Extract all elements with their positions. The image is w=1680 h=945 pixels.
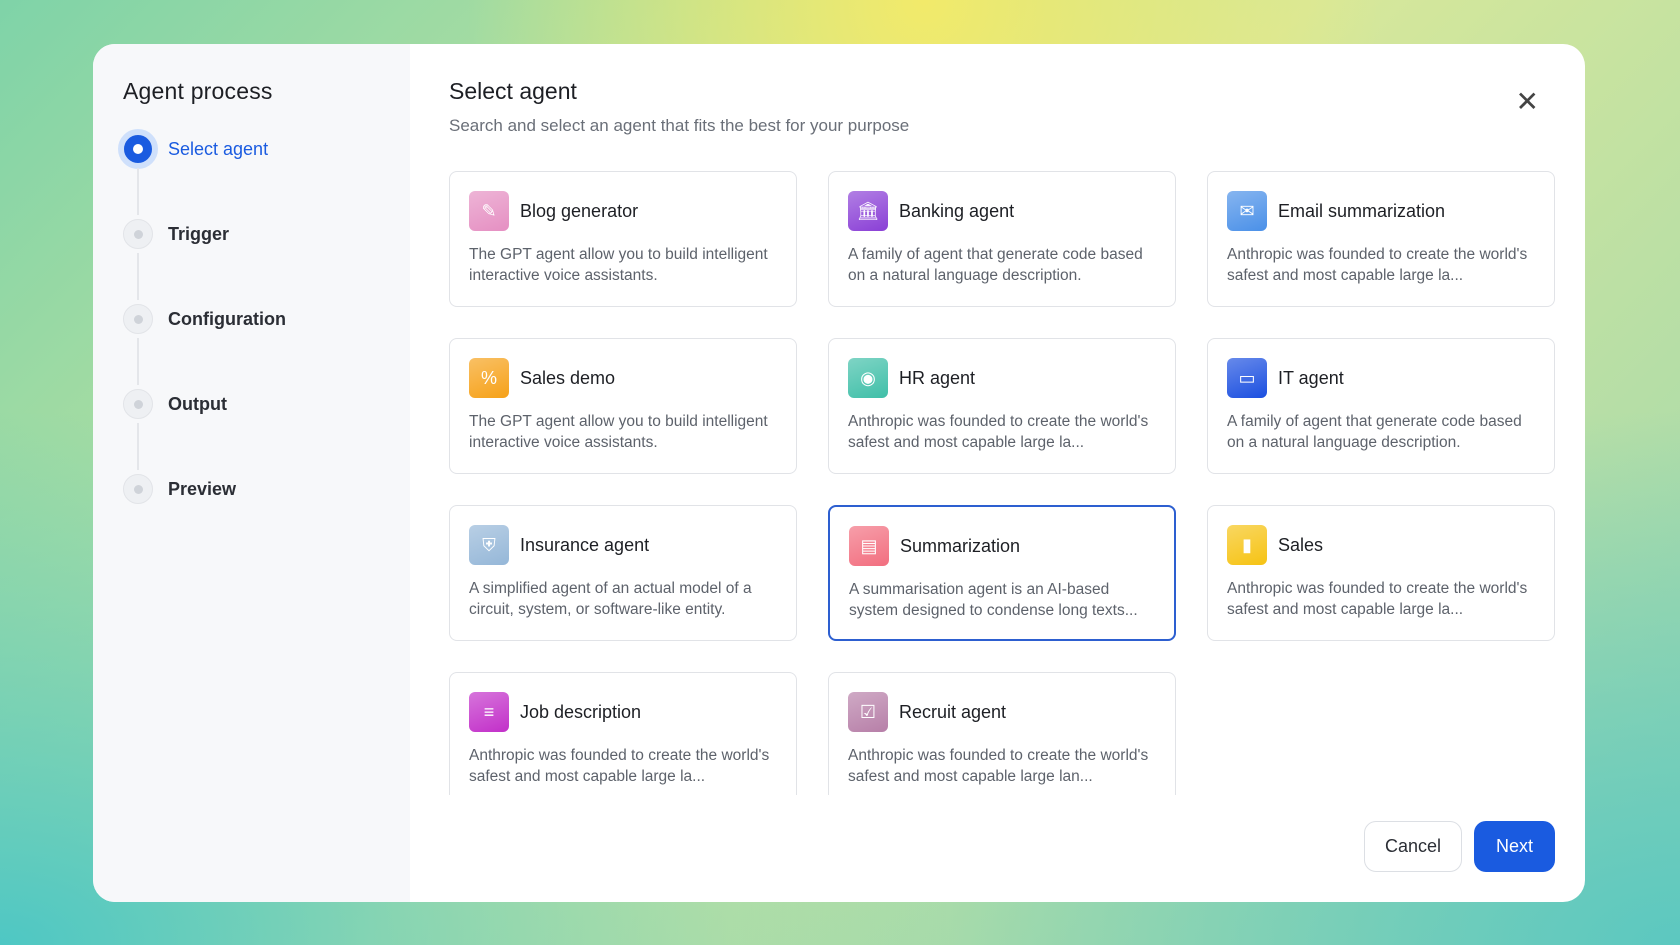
step-label: Select agent xyxy=(168,139,269,159)
agent-name: Blog generator xyxy=(520,200,639,221)
agent-process-modal: Agent process Select agent Trigger Configu… xyxy=(93,44,1585,902)
agent-card[interactable]: ✎ Blog generator The GPT agent allow you t… xyxy=(449,171,797,307)
agent-card[interactable]: ⛨ Insurance agent A simplified agent of an… xyxy=(449,505,797,641)
agent-description: The GPT agent allow you to build intelli… xyxy=(469,413,768,451)
step-connector xyxy=(137,168,139,215)
step-label: Trigger xyxy=(168,224,230,244)
document-sparkle-icon: ▤ xyxy=(849,526,889,566)
agent-description: Anthropic was founded to create the worl… xyxy=(469,747,770,785)
step-output[interactable]: Output xyxy=(123,389,286,474)
agent-card[interactable]: ▭ IT agent A family of agent that generate… xyxy=(1207,338,1555,474)
agent-description: Anthropic was founded to create the worl… xyxy=(1227,246,1528,284)
agent-card[interactable]: ✉ Email summarization Anthropic was founde… xyxy=(1207,171,1555,307)
bank-icon: 🏛 xyxy=(848,191,888,231)
file-icon: ≡ xyxy=(469,692,509,732)
agent-description: Anthropic was founded to create the worl… xyxy=(848,747,1149,785)
agent-grid[interactable]: ✎ Blog generator The GPT agent allow you t… xyxy=(449,171,1555,795)
agent-card[interactable]: % Sales demo The GPT agent allow you to bu… xyxy=(449,338,797,474)
step-configuration[interactable]: Configuration xyxy=(123,304,286,389)
page-subtitle: Search and select an agent that fits the… xyxy=(449,116,910,135)
step-connector xyxy=(137,423,139,470)
step-connector xyxy=(137,338,139,385)
agent-description: A family of agent that generate code bas… xyxy=(848,246,1143,284)
step-label: Output xyxy=(168,394,227,414)
main-panel: Select agent Search and select an agent … xyxy=(410,44,1585,902)
recruit-icon: ☑ xyxy=(848,692,888,732)
agent-name: Email summarization xyxy=(1278,200,1446,221)
monitor-icon: ▭ xyxy=(1227,358,1267,398)
step-indicator-icon xyxy=(123,389,153,419)
step-connector xyxy=(137,253,139,300)
agent-card[interactable]: 🏛 Banking agent A family of agent that gen… xyxy=(828,171,1176,307)
step-label: Preview xyxy=(168,479,237,499)
agent-name: Summarization xyxy=(900,535,1021,556)
agent-name: IT agent xyxy=(1278,367,1344,388)
agent-name: Sales xyxy=(1278,534,1324,555)
page-title: Select agent xyxy=(449,78,577,104)
agent-name: Job description xyxy=(520,701,642,722)
agent-name: Recruit agent xyxy=(899,701,1007,722)
agent-name: HR agent xyxy=(899,367,976,388)
agent-description: Anthropic was founded to create the worl… xyxy=(848,413,1149,451)
user-icon: ◉ xyxy=(848,358,888,398)
agent-description: A family of agent that generate code bas… xyxy=(1227,413,1522,451)
agent-description: The GPT agent allow you to build intelli… xyxy=(469,246,768,284)
step-preview[interactable]: Preview xyxy=(123,474,286,559)
shield-icon: ⛨ xyxy=(469,525,509,565)
agent-name: Banking agent xyxy=(899,200,1015,221)
step-list: Select agent Trigger Configuration Output Pr… xyxy=(118,129,286,559)
agent-card[interactable]: ☑ Recruit agent Anthropic was founded to c… xyxy=(828,672,1176,795)
sidebar-title: Agent process xyxy=(123,78,273,104)
sidebar: Agent process Select agent Trigger Configu… xyxy=(93,44,410,902)
pen-icon: ✎ xyxy=(469,191,509,231)
agent-name: Insurance agent xyxy=(520,534,650,555)
next-button[interactable]: Next xyxy=(1474,821,1555,872)
agent-card[interactable]: ≡ Job description Anthropic was founded to… xyxy=(449,672,797,795)
agent-card[interactable]: ▤ Summarization A summarisation agent is a… xyxy=(828,505,1176,641)
discount-icon: % xyxy=(469,358,509,398)
mail-icon: ✉ xyxy=(1227,191,1267,231)
agent-description: Anthropic was founded to create the worl… xyxy=(1227,580,1528,618)
step-indicator-icon xyxy=(123,304,153,334)
agent-card[interactable]: ◉ HR agent Anthropic was founded to create… xyxy=(828,338,1176,474)
agent-description: A simplified agent of an actual model of… xyxy=(469,580,752,618)
step-indicator-icon xyxy=(123,474,153,504)
agent-name: Sales demo xyxy=(520,367,616,388)
step-select-agent[interactable]: Select agent xyxy=(118,129,286,219)
step-indicator-icon xyxy=(123,219,153,249)
clipboard-icon: ▮ xyxy=(1227,525,1267,565)
agent-card[interactable]: ▮ Sales Anthropic was founded to create th… xyxy=(1207,505,1555,641)
cancel-button[interactable]: Cancel xyxy=(1364,821,1462,872)
close-icon[interactable]: ✕ xyxy=(1515,86,1539,117)
step-trigger[interactable]: Trigger xyxy=(123,219,286,304)
agent-description: A summarisation agent is an AI-based sys… xyxy=(849,581,1138,619)
step-indicator-icon xyxy=(118,129,158,169)
step-label: Configuration xyxy=(168,309,286,329)
